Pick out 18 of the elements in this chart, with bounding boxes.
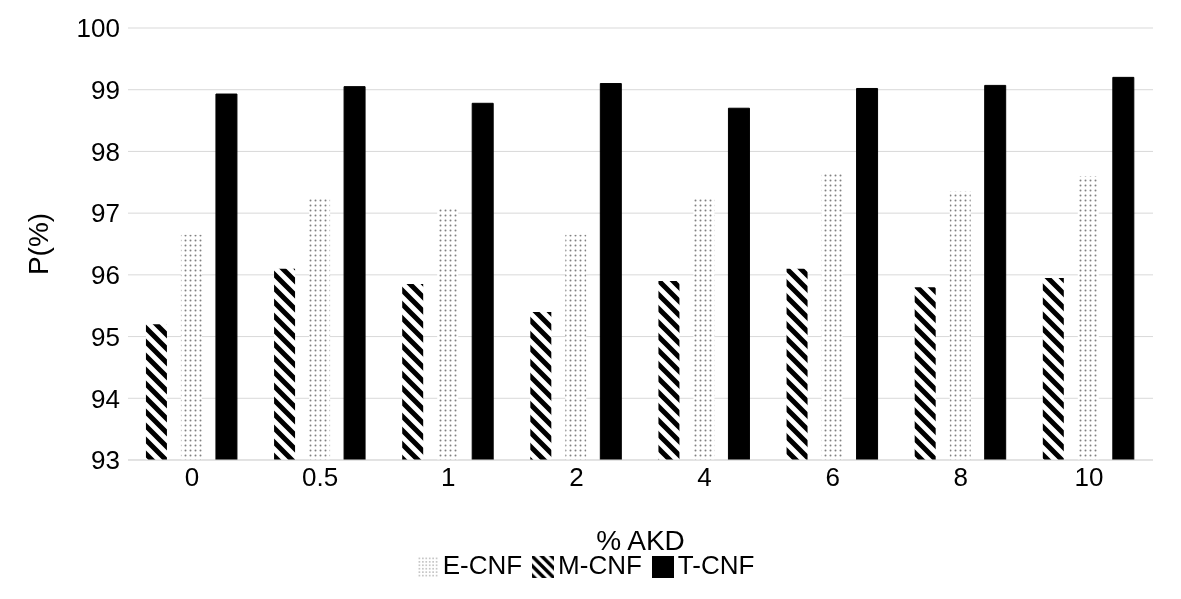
y-tick-label: 99 xyxy=(91,74,120,105)
y-tick-label: 97 xyxy=(91,198,120,229)
x-tick-label: 0.5 xyxy=(302,462,339,493)
x-tick-label: 4 xyxy=(697,462,712,493)
legend-label: E-CNF xyxy=(442,550,523,580)
x-tick-label: 0 xyxy=(184,462,200,493)
x-tick-label: 6 xyxy=(825,462,840,493)
y-axis-title: P(%) xyxy=(22,212,54,276)
y-tick-label: 100 xyxy=(76,13,120,44)
y-tick-label: 93 xyxy=(91,445,120,476)
y-tick-label: 96 xyxy=(91,260,120,291)
x-tick-label: 8 xyxy=(953,462,969,493)
y-tick-label: 98 xyxy=(91,136,120,167)
x-tick-label: 2 xyxy=(569,462,584,493)
x-tick-label: 1 xyxy=(441,462,456,493)
y-tick-label: 95 xyxy=(91,321,120,352)
y-tick-label: 94 xyxy=(91,383,120,414)
x-tick-label: 10 xyxy=(1074,462,1104,493)
